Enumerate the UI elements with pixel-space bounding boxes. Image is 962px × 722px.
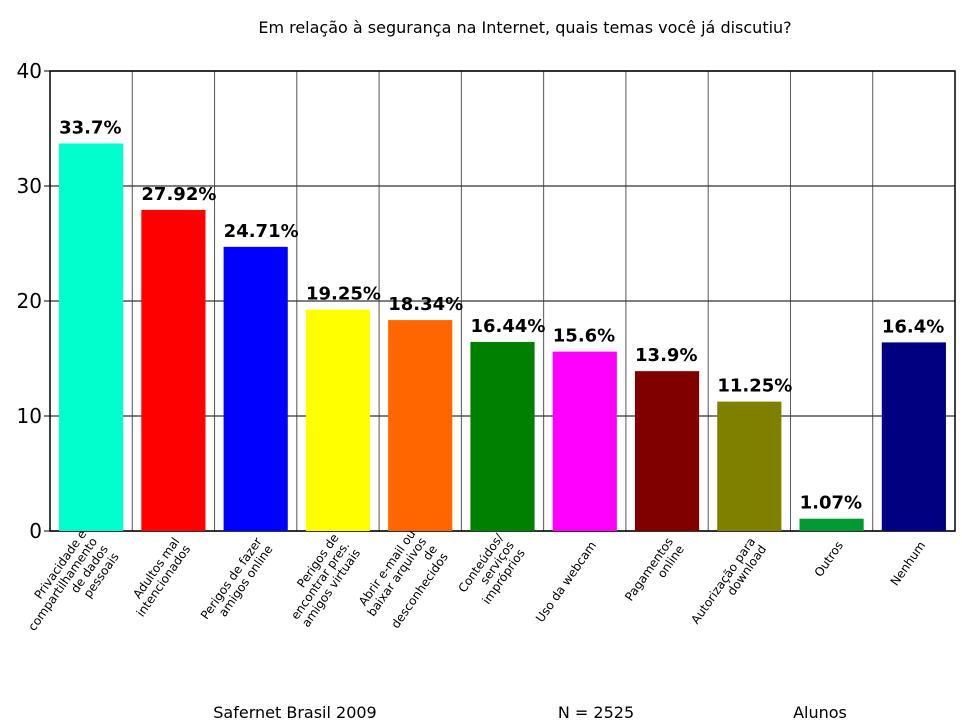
x-tick-label: Perigos de fazeramigos online [198, 535, 276, 630]
bar [141, 209, 206, 532]
value-label: 16.44% [471, 316, 546, 337]
bar [717, 401, 782, 531]
x-tick-label: Conteúdos/serviçosimpróprios [456, 530, 529, 610]
y-tick-label: 40 [17, 59, 42, 83]
bar [552, 351, 617, 531]
x-tick-label: Perigos deencontrar pres.amigos virtuais [277, 531, 363, 630]
footer-n: N = 2525 [558, 703, 634, 722]
value-label: 18.34% [388, 294, 463, 315]
y-tick-label: 0 [29, 519, 42, 543]
value-label: 1.07% [800, 493, 862, 514]
bar [305, 309, 371, 531]
y-tick-label: 20 [17, 289, 42, 313]
x-tick-label: Uso da webcam [533, 539, 599, 625]
footer-group: Alunos [793, 703, 847, 722]
bar [470, 341, 535, 531]
bar [223, 246, 288, 531]
bar [388, 320, 453, 531]
bar [881, 342, 946, 531]
bar [799, 518, 864, 531]
y-tick-label: 30 [17, 174, 42, 198]
x-tick-label: Privacidade ecompartilhamentode dadospes… [14, 527, 121, 648]
x-tick-label: Adultos malintencionados [123, 535, 194, 619]
x-tick-label: Nenhum [888, 539, 929, 589]
value-label: 11.25% [717, 376, 792, 397]
value-label: 16.4% [882, 316, 944, 337]
bar [59, 143, 124, 531]
value-label: 13.9% [635, 345, 697, 366]
bar [634, 371, 700, 531]
value-label: 33.7% [59, 117, 121, 138]
value-label: 19.25% [306, 284, 381, 305]
value-label: 27.92% [141, 184, 216, 205]
x-tick-label: Abrir e-mail oubaixar arquivosdedesconhe… [354, 527, 451, 634]
x-tick-label: Autorização paradownload [688, 535, 769, 634]
value-label: 15.6% [553, 326, 615, 347]
x-tick-label: Pagamentosonline [622, 535, 687, 611]
footer-source: Safernet Brasil 2009 [213, 703, 376, 722]
value-label: 24.71% [224, 221, 299, 242]
x-tick-label: Outros [812, 539, 846, 580]
chart-title: Em relação à segurança na Internet, quai… [258, 18, 791, 37]
y-tick-label: 10 [17, 404, 42, 428]
